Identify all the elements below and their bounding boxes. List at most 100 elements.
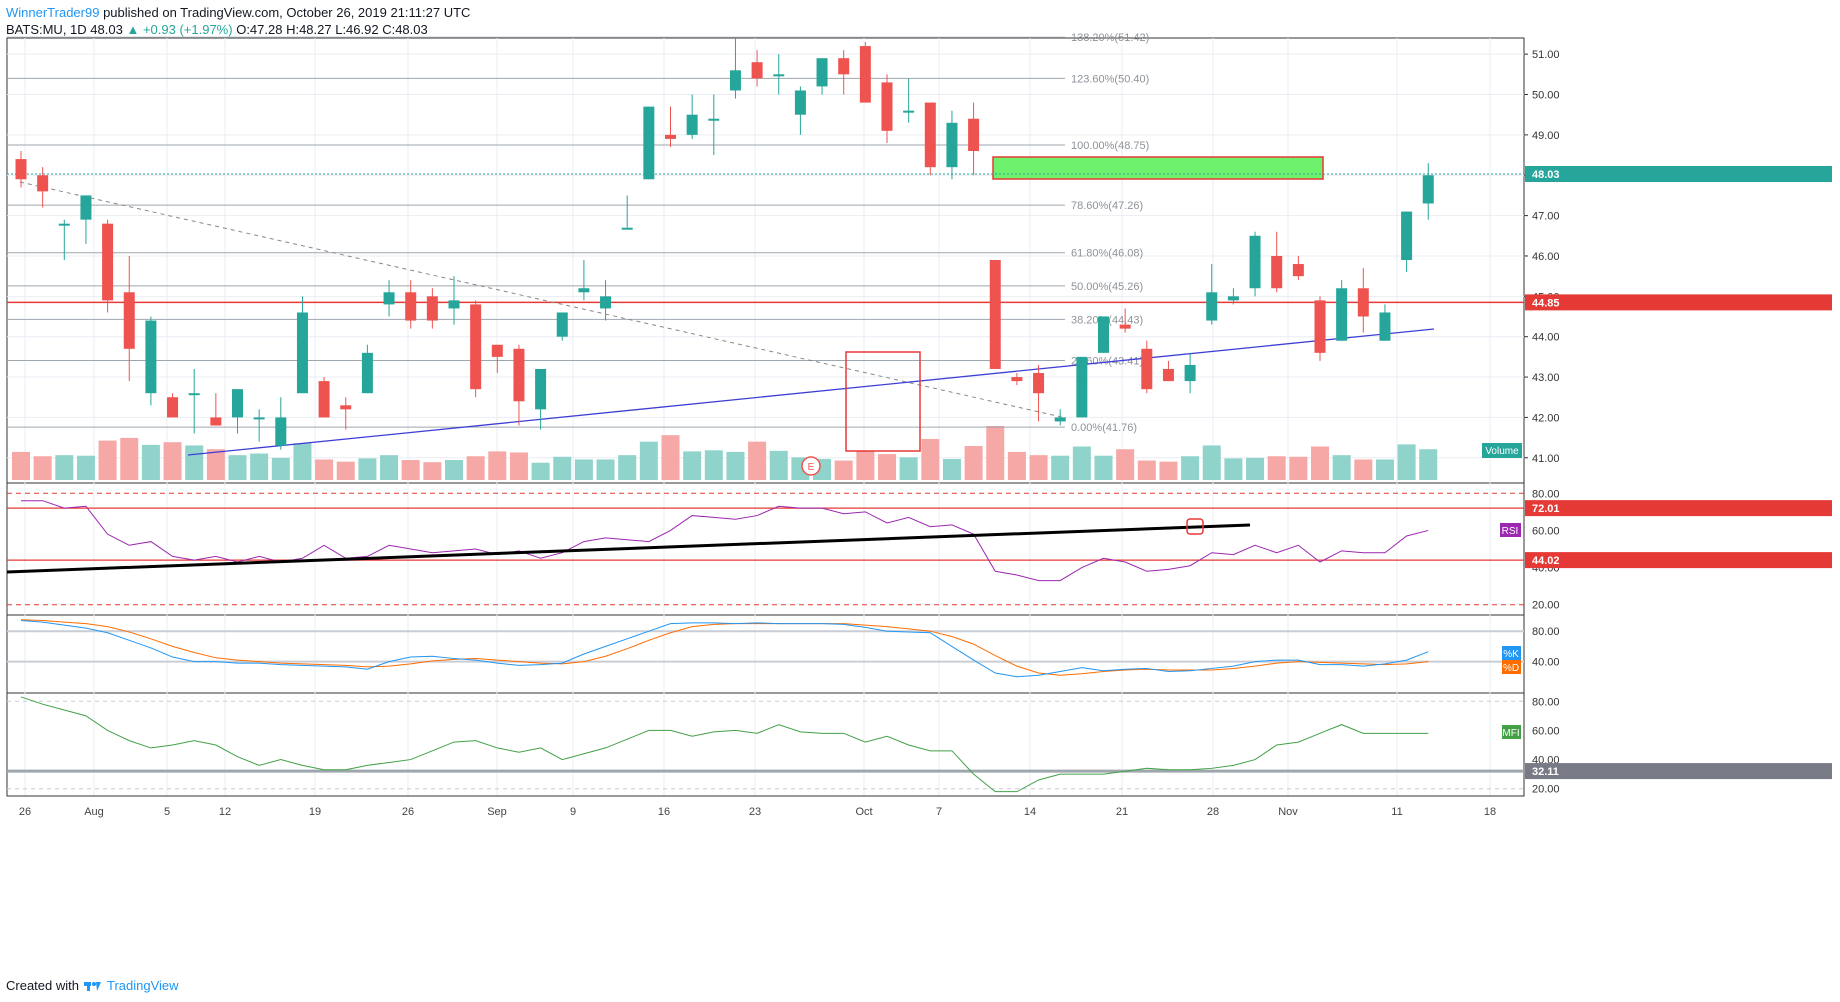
candle-up <box>1184 364 1196 382</box>
rsi-level-label: 44.02 <box>1532 555 1560 567</box>
x-tick-label: Nov <box>1278 806 1298 818</box>
volume-bar <box>1094 455 1113 480</box>
rsi-label: RSI <box>1502 526 1519 537</box>
candle-up <box>80 195 92 220</box>
rsi-level-label: 72.01 <box>1532 503 1560 515</box>
candle-up <box>1098 316 1109 353</box>
volume-label: Volume <box>1485 446 1519 457</box>
price-tick-label: 41.00 <box>1532 453 1560 465</box>
volume-bar <box>1246 457 1265 480</box>
candle-up <box>1336 288 1348 341</box>
candle-down <box>102 223 114 301</box>
mfi-tick-label: 60.00 <box>1532 725 1560 737</box>
x-tick-label: 18 <box>1484 806 1496 818</box>
x-tick-label: 16 <box>658 806 670 818</box>
candle-down <box>1119 324 1131 329</box>
candle-up <box>1054 417 1066 422</box>
volume-bar <box>1116 449 1135 480</box>
fib-level-label: 123.60%(50.40) <box>1071 73 1149 85</box>
volume-bar <box>1375 459 1394 480</box>
candle-up <box>578 288 590 293</box>
volume-bar <box>531 462 550 480</box>
volume-bar <box>445 460 463 480</box>
author-link[interactable]: WinnerTrader99 <box>6 5 100 20</box>
price-tick-label: 42.00 <box>1532 412 1560 424</box>
volume-bar <box>726 451 745 480</box>
publish-line: WinnerTrader99 published on TradingView.… <box>6 4 470 21</box>
fib-level-label: 0.00%(41.76) <box>1071 422 1137 434</box>
volume-bar <box>704 450 723 480</box>
rsi-label-box <box>1500 523 1521 537</box>
ohlc-line: BATS:MU, 1D 48.03 ▲ +0.93 (+1.97%) O:47.… <box>6 21 470 38</box>
volume-bar <box>856 450 875 480</box>
candle-up <box>383 292 395 305</box>
x-tick-label: 26 <box>19 806 31 818</box>
x-tick-label: 9 <box>570 806 576 818</box>
price-tick-label: 51.00 <box>1532 49 1560 61</box>
rsi-tick-label: 60.00 <box>1532 525 1560 537</box>
candle-down <box>1033 373 1045 394</box>
volume-bar <box>661 435 680 480</box>
candle-down <box>838 58 850 75</box>
volume-bar <box>921 438 940 480</box>
candle-up <box>448 300 460 309</box>
x-tick-label: Aug <box>84 806 104 818</box>
candle-down <box>405 292 417 321</box>
rsi-tick-label: 20.00 <box>1532 600 1560 612</box>
volume-bar <box>423 462 442 480</box>
candle-down <box>1357 288 1369 317</box>
ascending-trendline[interactable] <box>187 328 1435 456</box>
candle-up <box>361 352 373 394</box>
candle-up <box>58 223 70 226</box>
volume-bar <box>228 455 247 480</box>
mfi-tick-label: 20.00 <box>1532 784 1560 796</box>
volume-bar <box>1137 460 1156 480</box>
volume-bar <box>596 459 615 480</box>
ohlc-values: O:47.28 H:48.27 L:46.92 C:48.03 <box>236 22 428 37</box>
volume-bar <box>553 456 572 480</box>
candle-down <box>1292 264 1304 277</box>
volume-label-box <box>1482 443 1522 458</box>
highlight-box[interactable] <box>845 351 921 452</box>
price-tick-label: 44.00 <box>1532 332 1560 344</box>
candle-up <box>794 90 806 115</box>
target-zone-rect[interactable] <box>992 156 1324 180</box>
fib-level-label: 50.00%(45.26) <box>1071 281 1143 293</box>
volume-bar <box>336 461 355 480</box>
volume-bar <box>120 437 139 480</box>
price-tick-label: 46.00 <box>1532 251 1560 263</box>
mfi-level-label: 32.11 <box>1532 766 1559 778</box>
candle-up <box>816 58 828 87</box>
volume-bar <box>1397 444 1416 480</box>
x-tick-label: 26 <box>402 806 414 818</box>
volume-bar <box>618 455 637 480</box>
earnings-marker[interactable] <box>801 456 821 476</box>
price-tick-label: 50.00 <box>1532 90 1560 102</box>
mfi-label-box <box>1502 725 1521 739</box>
mfi-level-box <box>1525 763 1832 780</box>
volume-bar <box>163 442 182 480</box>
volume-bar <box>683 451 702 480</box>
candle-down <box>491 344 503 357</box>
candle-up <box>275 417 287 446</box>
candle-down <box>1271 255 1283 289</box>
candle-down <box>1141 348 1153 390</box>
candle-up <box>621 227 633 230</box>
rsi-trendline[interactable] <box>6 523 1251 574</box>
candle-down <box>1314 300 1326 353</box>
x-tick-label: 21 <box>1116 806 1128 818</box>
candle-up <box>1076 356 1088 418</box>
candle-up <box>1401 211 1413 260</box>
stoch-k-line <box>20 620 1429 678</box>
rsi-level-box <box>1525 500 1832 517</box>
volume-bar <box>380 455 399 480</box>
candle-down <box>210 417 222 426</box>
volume-bar <box>834 460 853 480</box>
descending-trendline[interactable] <box>19 181 1067 419</box>
volume-bar <box>488 451 507 480</box>
volume-bar <box>1224 458 1243 480</box>
tradingview-link[interactable]: TradingView <box>106 978 179 993</box>
volume-bar <box>76 455 95 480</box>
rsi-highlight-box[interactable] <box>1186 518 1204 535</box>
